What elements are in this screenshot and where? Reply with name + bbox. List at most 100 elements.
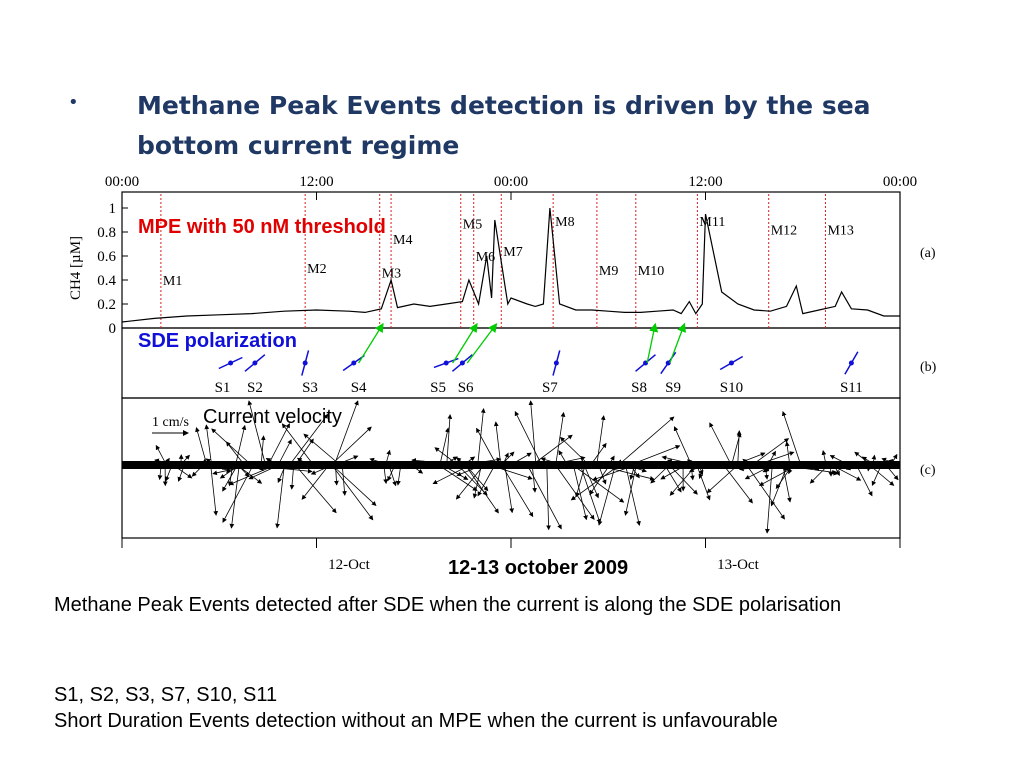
- mpe-event-label: M13: [827, 223, 853, 238]
- sde-polarization-label: SDE polarization: [138, 330, 297, 352]
- current-velocity-arrow: [886, 458, 894, 466]
- current-velocity-arrow: [597, 463, 603, 468]
- current-velocity-arrow: [388, 464, 397, 487]
- sde-event-label: S1: [215, 380, 231, 396]
- current-velocity-label: Current velocity: [203, 406, 342, 428]
- current-velocity-arrow: [204, 424, 212, 466]
- current-velocity-arrow: [477, 464, 496, 497]
- current-velocity-arrow: [625, 464, 641, 526]
- time-tick-label: 00:00: [883, 174, 917, 190]
- panel-b-label: (b): [920, 360, 937, 375]
- sde-dot: [252, 360, 258, 366]
- current-velocity-arrow: [784, 441, 791, 466]
- sde-dot: [443, 360, 449, 366]
- current-velocity-arrow: [758, 464, 798, 486]
- current-velocity-arrow: [301, 464, 330, 500]
- current-velocity-arrow: [597, 464, 616, 526]
- current-velocity-arrow: [476, 427, 497, 466]
- current-velocity-arrow: [879, 462, 885, 469]
- current-velocity-arrow: [618, 416, 675, 466]
- current-velocity-arrow: [457, 464, 488, 496]
- current-velocity-arrow: [455, 464, 485, 500]
- current-velocity-arrow: [746, 464, 785, 520]
- current-velocity-arrow: [443, 456, 458, 466]
- current-velocity-arrow: [465, 464, 489, 492]
- sde-dot: [351, 360, 357, 366]
- current-velocity-arrow: [385, 449, 391, 466]
- current-velocity-arrow: [709, 422, 732, 466]
- sde-dot: [302, 360, 308, 366]
- date-tick-label: 13-Oct: [717, 557, 759, 573]
- current-velocity-arrow: [235, 424, 247, 466]
- current-velocity-arrow: [782, 464, 792, 503]
- mpe-event-label: M7: [503, 245, 522, 260]
- current-velocity-arrow: [866, 464, 872, 472]
- panel-c-label: (c): [920, 463, 936, 478]
- y-tick-label: 0.6: [97, 249, 116, 265]
- current-velocity-arrow: [462, 457, 502, 466]
- current-velocity-arrow: [510, 452, 532, 466]
- current-velocity-arrow: [664, 464, 682, 493]
- sde-dot: [228, 360, 234, 366]
- current-velocity-arrow: [334, 464, 339, 486]
- current-velocity-arrow: [411, 458, 466, 466]
- current-velocity-arrow: [797, 462, 802, 468]
- current-velocity-arrow: [572, 464, 625, 503]
- current-velocity-arrow: [164, 457, 170, 466]
- sde-dot: [848, 360, 854, 366]
- current-velocity-arrow: [747, 461, 755, 467]
- current-velocity-arrow: [706, 464, 739, 494]
- current-velocity-arrow: [616, 459, 622, 466]
- current-velocity-arrow: [289, 413, 329, 466]
- current-velocity-arrow: [172, 464, 193, 479]
- sde-dot: [553, 360, 559, 366]
- current-velocity-arrow: [456, 464, 483, 477]
- current-velocity-arrow: [650, 464, 670, 484]
- current-velocity-arrow: [775, 463, 781, 469]
- current-velocity-arrow: [369, 457, 390, 466]
- current-velocity-arrow: [555, 464, 595, 520]
- y-tick-label: 1: [109, 201, 117, 217]
- current-velocity-arrow: [218, 464, 228, 471]
- current-velocity-arrow: [177, 464, 185, 482]
- current-velocity-arrow: [333, 400, 359, 466]
- mpe-event-label: M4: [393, 233, 412, 248]
- current-velocity-arrow: [205, 458, 215, 466]
- date-caption: 12-13 october 2009: [448, 557, 629, 579]
- current-velocity-arrow: [871, 464, 882, 487]
- current-velocity-arrow: [660, 464, 687, 480]
- current-velocity-arrow: [439, 427, 450, 466]
- sde-event-label: S4: [351, 380, 367, 396]
- y-axis-label: CH4 [µM]: [68, 236, 84, 300]
- current-velocity-arrow: [697, 460, 708, 466]
- current-velocity-arrow: [579, 459, 585, 466]
- current-velocity-arrow: [228, 464, 276, 486]
- current-velocity-arrow: [885, 464, 899, 481]
- current-velocity-arrow: [277, 464, 286, 484]
- mpe-event-label: M9: [599, 264, 618, 279]
- current-velocity-arrow: [831, 464, 862, 481]
- current-velocity-arrow: [248, 464, 280, 480]
- current-velocity-arrow: [809, 464, 829, 484]
- current-velocity-arrow: [472, 464, 482, 499]
- current-velocity-arrow: [296, 457, 310, 466]
- current-velocity-arrow: [762, 464, 777, 473]
- y-tick-label: 0.4: [97, 273, 116, 289]
- sde-mpe-link-arrow: [452, 322, 478, 364]
- date-tick-label: 12-Oct: [328, 557, 370, 573]
- current-velocity-arrow: [247, 400, 266, 466]
- current-velocity-arrow: [527, 464, 562, 530]
- current-velocity-arrow: [666, 459, 693, 466]
- current-scale-label: 1 cm/s: [152, 415, 189, 430]
- current-velocity-arrow: [608, 455, 615, 466]
- current-velocity-arrow: [559, 436, 590, 466]
- body-text-sde-note: Short Duration Events detection without …: [54, 710, 778, 732]
- sde-mpe-link-arrow: [466, 322, 498, 364]
- current-velocity-arrow: [756, 451, 795, 466]
- current-velocity-arrow: [528, 400, 537, 466]
- current-velocity-arrow: [802, 461, 810, 467]
- current-velocity-arrow: [583, 464, 599, 499]
- current-velocity-arrow: [310, 464, 333, 475]
- current-velocity-arrow: [736, 430, 742, 466]
- current-velocity-arrow: [277, 439, 292, 466]
